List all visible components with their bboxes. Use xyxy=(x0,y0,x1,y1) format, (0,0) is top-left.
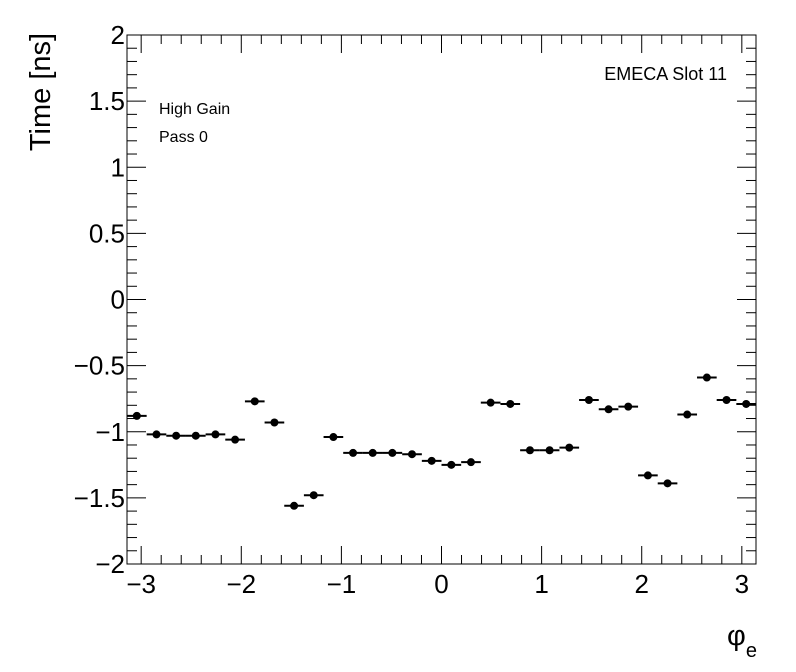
data-point xyxy=(486,398,495,407)
x-tick-label: 3 xyxy=(735,569,749,599)
data-point xyxy=(349,448,358,457)
x-tick-label: 1 xyxy=(534,569,548,599)
x-axis-title-subscript: e xyxy=(746,640,757,662)
y-tick-labels: 2 1.5 1 0.5 0 −0.5 −1 −1.5 −2 xyxy=(74,20,125,579)
y-tick-label: −2 xyxy=(95,549,125,579)
y-tick-label: 1 xyxy=(111,152,125,182)
data-point xyxy=(172,431,181,440)
y-axis-title: Time [ns] xyxy=(25,33,57,151)
x-tick-label: 0 xyxy=(434,569,448,599)
data-point xyxy=(368,448,377,457)
data-point xyxy=(290,501,299,510)
y-tick-label: −1.5 xyxy=(74,483,125,513)
x-tick-labels: −3 −2 −1 0 1 2 3 xyxy=(126,569,749,599)
data-points xyxy=(127,373,756,510)
data-point xyxy=(408,450,417,459)
annotation-pass: Pass 0 xyxy=(159,129,208,146)
data-point xyxy=(231,435,240,444)
data-point xyxy=(427,456,436,465)
x-axis-title-symbol: φ xyxy=(727,620,746,652)
data-point xyxy=(545,446,554,455)
x-tick-label: −2 xyxy=(226,569,256,599)
data-point xyxy=(702,373,711,382)
data-point xyxy=(466,458,475,467)
y-tick-label: 0.5 xyxy=(89,218,125,248)
data-point xyxy=(722,396,731,405)
data-point xyxy=(506,399,515,408)
data-point xyxy=(525,446,534,455)
data-point xyxy=(604,405,613,414)
x-tick-label: 2 xyxy=(634,569,648,599)
data-point xyxy=(309,491,318,500)
data-point xyxy=(388,448,397,457)
data-point xyxy=(132,411,141,420)
data-point xyxy=(250,397,259,406)
data-point xyxy=(211,430,220,439)
data-point xyxy=(329,433,338,442)
x-axis-title: φe xyxy=(727,620,757,662)
annotation-slot: EMECA Slot 11 xyxy=(604,64,727,84)
data-point xyxy=(742,399,751,408)
data-point xyxy=(584,396,593,405)
data-point xyxy=(565,443,574,452)
axis-ticks xyxy=(127,34,756,565)
annotation-gain: High Gain xyxy=(159,101,230,118)
data-point xyxy=(624,402,633,411)
data-point xyxy=(447,460,456,469)
y-tick-label: 0 xyxy=(111,285,125,315)
data-point xyxy=(270,418,279,427)
x-tick-label: −3 xyxy=(126,569,156,599)
data-point xyxy=(643,471,652,480)
data-point xyxy=(152,430,161,439)
data-point xyxy=(663,479,672,488)
y-tick-label: −1 xyxy=(95,417,125,447)
x-tick-label: −1 xyxy=(327,569,357,599)
data-point xyxy=(683,410,692,419)
y-tick-label: 2 xyxy=(111,20,125,50)
y-tick-label: 1.5 xyxy=(89,86,125,116)
y-tick-label: −0.5 xyxy=(74,351,125,381)
data-point xyxy=(191,431,200,440)
